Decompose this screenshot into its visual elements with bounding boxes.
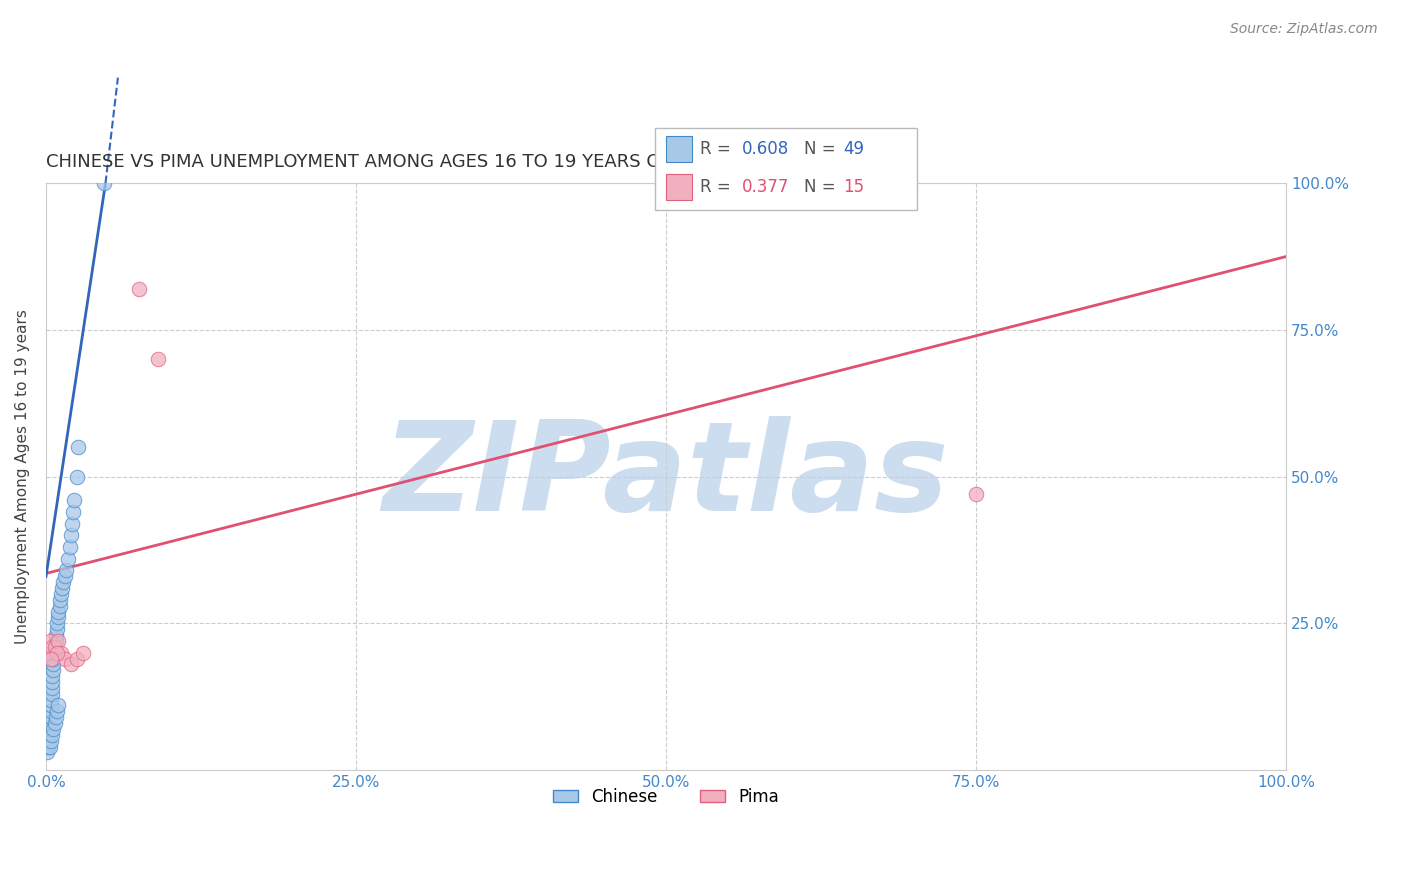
- Point: [46, 704, 69, 718]
- Point: [49, 646, 72, 660]
- Point: [37, 733, 59, 747]
- Text: 0.608: 0.608: [741, 140, 789, 158]
- Point: [53, 651, 76, 665]
- Point: [37, 739, 59, 754]
- Text: ZIPatlas: ZIPatlas: [382, 416, 949, 537]
- Point: [59, 657, 82, 672]
- Point: [44, 640, 66, 654]
- Point: [42, 651, 65, 665]
- Point: [44, 640, 66, 654]
- Point: [93, 176, 115, 190]
- Point: [58, 551, 80, 566]
- Point: [66, 651, 89, 665]
- Point: [38, 716, 60, 731]
- Point: [46, 646, 69, 660]
- Point: [48, 634, 70, 648]
- Point: [59, 528, 82, 542]
- Point: [46, 622, 69, 636]
- Point: [41, 687, 63, 701]
- Y-axis label: Unemployment Among Ages 16 to 19 years: Unemployment Among Ages 16 to 19 years: [15, 310, 30, 644]
- Text: N =: N =: [804, 140, 841, 158]
- Point: [38, 728, 60, 742]
- FancyBboxPatch shape: [665, 136, 692, 162]
- Point: [41, 669, 63, 683]
- FancyBboxPatch shape: [665, 174, 692, 200]
- Point: [53, 569, 76, 583]
- Point: [66, 469, 89, 483]
- Point: [45, 634, 67, 648]
- Point: [41, 675, 63, 690]
- Point: [38, 739, 60, 754]
- Text: Source: ZipAtlas.com: Source: ZipAtlas.com: [1230, 22, 1378, 37]
- Point: [41, 728, 63, 742]
- Point: [48, 610, 70, 624]
- Point: [58, 540, 80, 554]
- Point: [39, 710, 62, 724]
- Text: 15: 15: [844, 178, 865, 196]
- Point: [45, 710, 67, 724]
- Point: [38, 634, 60, 648]
- Point: [45, 628, 67, 642]
- Point: [49, 587, 72, 601]
- Point: [965, 487, 987, 501]
- Point: [37, 646, 59, 660]
- Point: [60, 516, 83, 531]
- Point: [51, 581, 73, 595]
- Point: [55, 564, 77, 578]
- Point: [44, 716, 66, 731]
- Point: [128, 282, 150, 296]
- Point: [48, 698, 70, 713]
- Text: R =: R =: [700, 178, 735, 196]
- Point: [42, 663, 65, 677]
- Point: [41, 681, 63, 695]
- Point: [46, 616, 69, 631]
- Point: [39, 704, 62, 718]
- Point: [62, 505, 84, 519]
- Point: [67, 440, 90, 454]
- Point: [44, 646, 66, 660]
- Text: N =: N =: [804, 178, 841, 196]
- Point: [38, 722, 60, 736]
- FancyBboxPatch shape: [655, 128, 917, 211]
- Point: [48, 599, 70, 613]
- Point: [37, 745, 59, 759]
- Text: R =: R =: [700, 140, 735, 158]
- Point: [39, 733, 62, 747]
- Point: [48, 605, 70, 619]
- Point: [41, 640, 63, 654]
- Point: [39, 692, 62, 706]
- Point: [42, 722, 65, 736]
- Text: 49: 49: [844, 140, 865, 158]
- Legend: Chinese, Pima: Chinese, Pima: [546, 780, 787, 814]
- Point: [146, 352, 169, 367]
- Point: [63, 493, 86, 508]
- Text: 0.377: 0.377: [741, 178, 789, 196]
- Point: [39, 698, 62, 713]
- Point: [48, 592, 70, 607]
- Text: CHINESE VS PIMA UNEMPLOYMENT AMONG AGES 16 TO 19 YEARS CORRELATION CHART: CHINESE VS PIMA UNEMPLOYMENT AMONG AGES …: [46, 153, 841, 170]
- Point: [52, 575, 75, 590]
- Point: [42, 657, 65, 672]
- Point: [72, 646, 94, 660]
- Point: [39, 651, 62, 665]
